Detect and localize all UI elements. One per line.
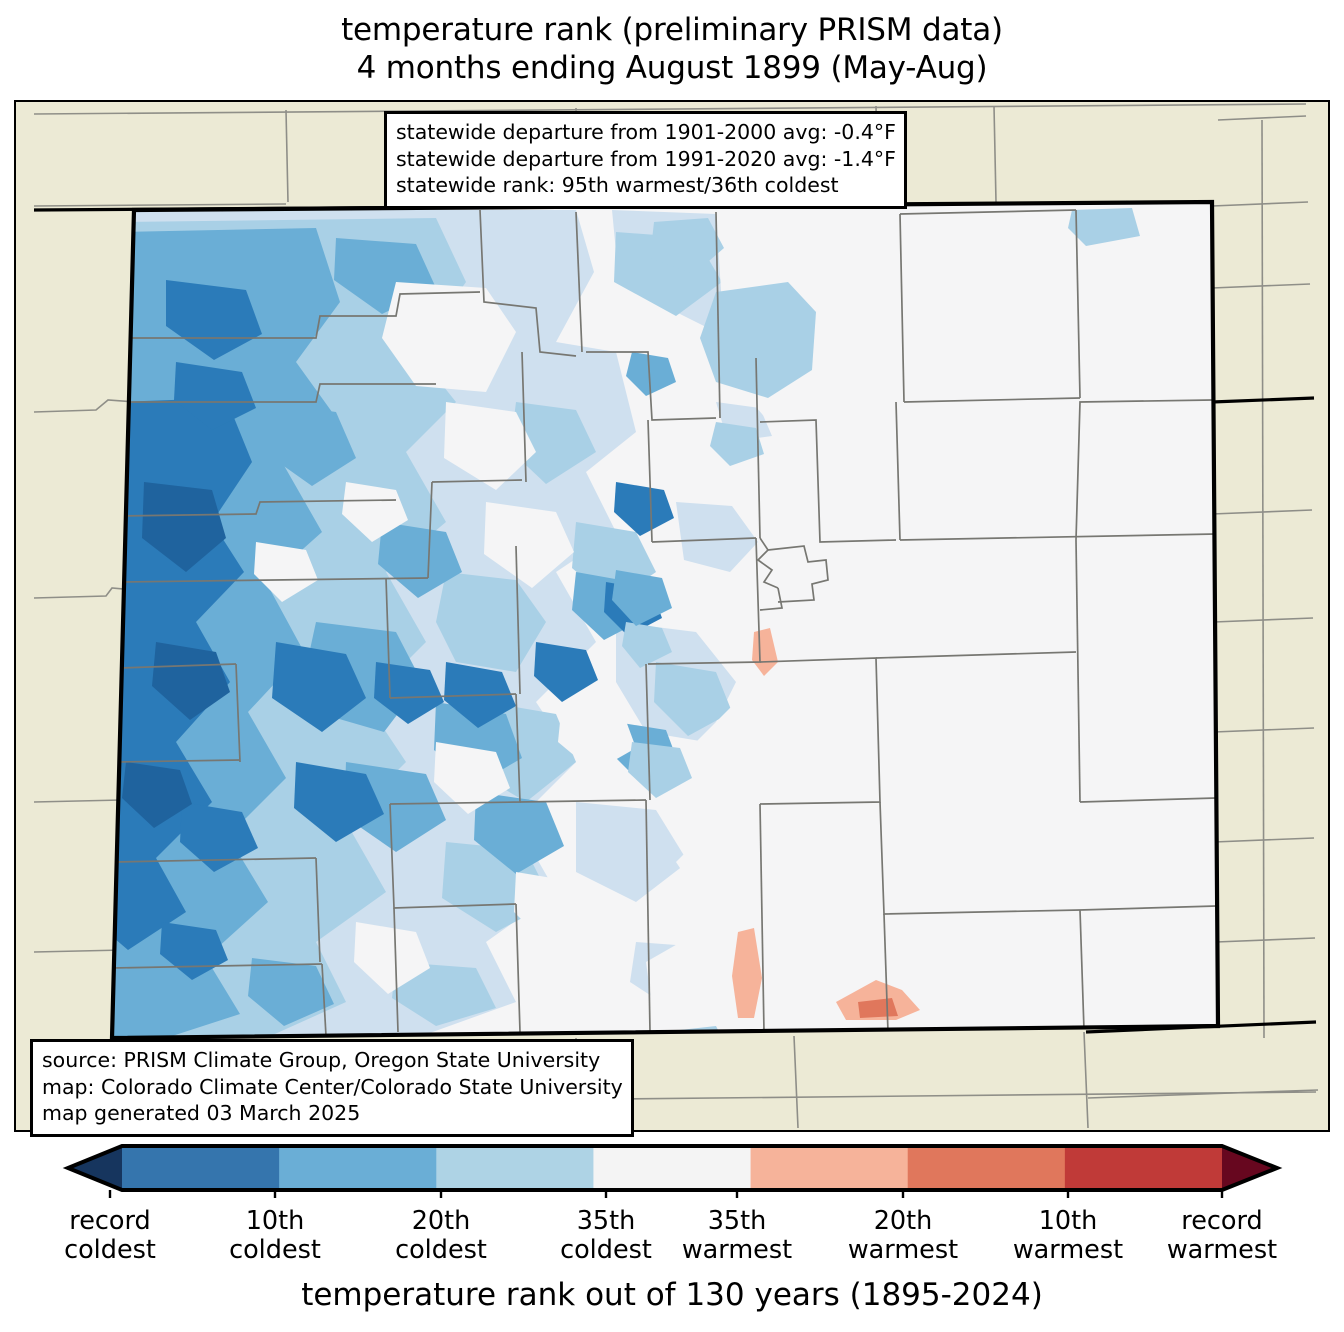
stats-line-1: statewide departure from 1901-2000 avg: … xyxy=(396,120,896,144)
colorbar-label: record coldest xyxy=(64,1207,156,1264)
colorbar-label-bottom: warmest xyxy=(1012,1234,1124,1265)
colorbar-label: 10th coldest xyxy=(229,1207,321,1264)
colorbar-label: 10th warmest xyxy=(1013,1207,1123,1264)
colorbar-segments xyxy=(68,1146,1277,1190)
stats-line-2: statewide departure from 1991-2020 avg: … xyxy=(396,146,896,171)
colorbar-label-bottom: warmest xyxy=(847,1234,959,1265)
map-frame xyxy=(14,100,1330,1132)
stats-line-3: statewide rank: 95th warmest/36th coldes… xyxy=(396,173,839,198)
colorbar-label: 20th warmest xyxy=(848,1207,958,1264)
source-box: source: PRISM Climate Group, Oregon Stat… xyxy=(30,1039,634,1137)
colorbar-label-top: 35th xyxy=(707,1206,767,1236)
colorbar-label: 20th coldest xyxy=(395,1207,487,1264)
colorbar-label: 35th warmest xyxy=(682,1207,792,1264)
colorbar-label-top: 10th xyxy=(1038,1206,1098,1236)
colorbar-segment xyxy=(907,1146,1066,1190)
colorbar-label-top: 10th xyxy=(245,1206,305,1236)
colorbar xyxy=(0,1138,1344,1198)
source-line-2: map: Colorado Climate Center/Colorado St… xyxy=(42,1074,623,1099)
colorbar-label-bottom: coldest xyxy=(64,1234,156,1265)
colorbar-segment xyxy=(279,1146,437,1190)
source-line-1: source: PRISM Climate Group, Oregon Stat… xyxy=(42,1048,601,1072)
colorbar-label-bottom: warmest xyxy=(681,1234,793,1265)
colorbar-label-top: 20th xyxy=(411,1206,471,1236)
title-line-2: 4 months ending August 1899 (May-Aug) xyxy=(356,49,988,86)
colorbar-segment xyxy=(593,1146,752,1190)
statistics-box: statewide departure from 1901-2000 avg: … xyxy=(384,111,907,209)
colorbar-label: 35th coldest xyxy=(560,1207,652,1264)
colorado-county-lines xyxy=(112,209,1217,1037)
page-title: temperature rank (preliminary PRISM data… xyxy=(0,12,1344,88)
colorbar-label-bottom: coldest xyxy=(395,1234,487,1265)
colorbar-extend-high xyxy=(1222,1146,1277,1190)
colorbar-label-top: 35th xyxy=(576,1206,636,1236)
colorbar-label-top: record xyxy=(1181,1206,1263,1236)
colorbar-extend-low xyxy=(68,1146,122,1190)
colorbar-label-bottom: coldest xyxy=(560,1234,652,1265)
colorbar-tick-labels: record coldest 10th coldest 20th coldest 35th c… xyxy=(0,1207,1344,1269)
colorbar-label-top: 20th xyxy=(873,1206,933,1236)
colorbar-label-bottom: warmest xyxy=(1166,1234,1278,1265)
colorbar-segment xyxy=(1064,1146,1223,1190)
colorado-temperature-rank-map xyxy=(16,102,1328,1130)
colorbar-segment xyxy=(436,1146,595,1190)
colorbar-ticks xyxy=(108,1190,1224,1198)
source-line-3: map generated 03 March 2025 xyxy=(42,1101,361,1126)
colorbar-label-top: record xyxy=(69,1206,151,1236)
colorbar-segment xyxy=(122,1146,280,1190)
title-line-1: temperature rank (preliminary PRISM data… xyxy=(341,12,1003,48)
colorbar-segment xyxy=(750,1146,909,1190)
colorbar-label-bottom: coldest xyxy=(229,1234,321,1265)
colorbar-caption: temperature rank out of 130 years (1895-… xyxy=(301,1277,1043,1313)
temperature-rank-raster xyxy=(112,202,1218,1038)
colorbar-label: record warmest xyxy=(1167,1207,1277,1264)
colorbar-svg xyxy=(62,1144,1283,1198)
